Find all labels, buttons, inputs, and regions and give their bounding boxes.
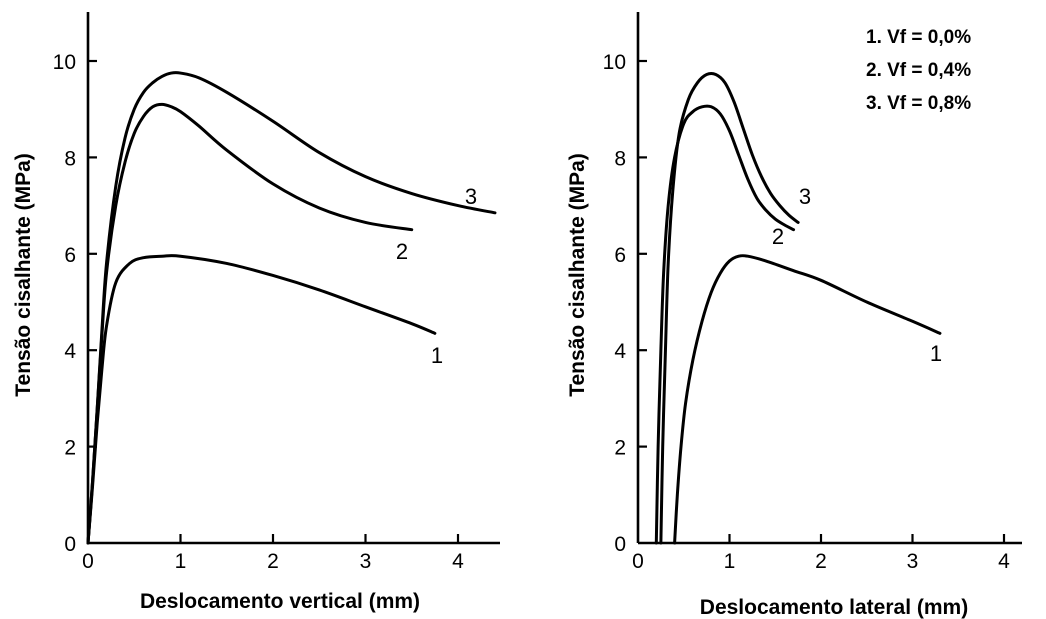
- x-tick-label: 4: [998, 550, 1010, 573]
- curve-label-1: 1: [930, 341, 942, 366]
- series-curve-3: [88, 73, 495, 543]
- curve-label-2: 2: [772, 224, 784, 249]
- x-tick-label: 3: [360, 550, 372, 573]
- x-tick-label: 0: [632, 550, 644, 573]
- series-curve-2: [88, 104, 412, 543]
- y-tick-label: 8: [64, 147, 76, 170]
- chart-vertical-displacement: 0 1 2 3 4 0 2 4 6 8 10 Deslocamento vertical (mm) Te…: [12, 12, 500, 613]
- y-tick-label: 0: [614, 533, 626, 556]
- x-tick-label: 3: [907, 550, 919, 573]
- x-axis-title: Deslocamento vertical (mm): [140, 590, 420, 613]
- series-curve-3: [661, 73, 798, 543]
- series-curve-2: [656, 106, 793, 543]
- y-tick-label: 10: [603, 51, 626, 74]
- legend-entry: 1. Vf = 0,0%: [866, 27, 971, 48]
- curve-label-3: 3: [465, 184, 477, 209]
- curve-label-2: 2: [396, 239, 408, 264]
- y-axis-title: Tensão cisalhante (MPa): [12, 153, 35, 397]
- legend-entry: 3. Vf = 0,8%: [866, 93, 971, 114]
- curve-label-3: 3: [799, 184, 811, 209]
- y-tick-label: 2: [64, 437, 76, 460]
- y-axis-title: Tensão cisalhante (MPa): [566, 153, 589, 397]
- y-tick-label: 6: [614, 244, 626, 267]
- x-tick-label: 1: [724, 550, 736, 573]
- y-tick-label: 6: [64, 244, 76, 267]
- curve-label-1: 1: [431, 343, 443, 368]
- x-tick-label: 2: [815, 550, 827, 573]
- series-curve-1: [88, 256, 435, 543]
- x-tick-label: 4: [452, 550, 464, 573]
- y-tick-label: 4: [614, 340, 626, 363]
- x-axis-title: Deslocamento lateral (mm): [700, 596, 968, 619]
- x-tick-label: 2: [267, 550, 279, 573]
- series-curve-1: [675, 256, 940, 543]
- y-tick-label: 0: [64, 533, 76, 556]
- y-tick-label: 4: [64, 340, 76, 363]
- legend-entry: 2. Vf = 0,4%: [866, 60, 971, 81]
- y-tick-label: 10: [53, 51, 76, 74]
- y-tick-label: 8: [614, 147, 626, 170]
- y-tick-label: 2: [614, 437, 626, 460]
- x-tick-label: 1: [175, 550, 187, 573]
- x-tick-label: 0: [82, 550, 94, 573]
